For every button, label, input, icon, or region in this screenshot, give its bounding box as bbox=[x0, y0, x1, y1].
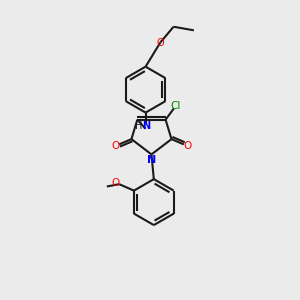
Text: H: H bbox=[135, 122, 143, 131]
Text: O: O bbox=[157, 38, 164, 47]
Text: O: O bbox=[183, 141, 191, 151]
Text: Cl: Cl bbox=[170, 100, 181, 110]
Text: O: O bbox=[112, 178, 120, 188]
Text: N: N bbox=[147, 155, 156, 165]
Text: N: N bbox=[142, 122, 151, 131]
Text: O: O bbox=[111, 141, 120, 151]
